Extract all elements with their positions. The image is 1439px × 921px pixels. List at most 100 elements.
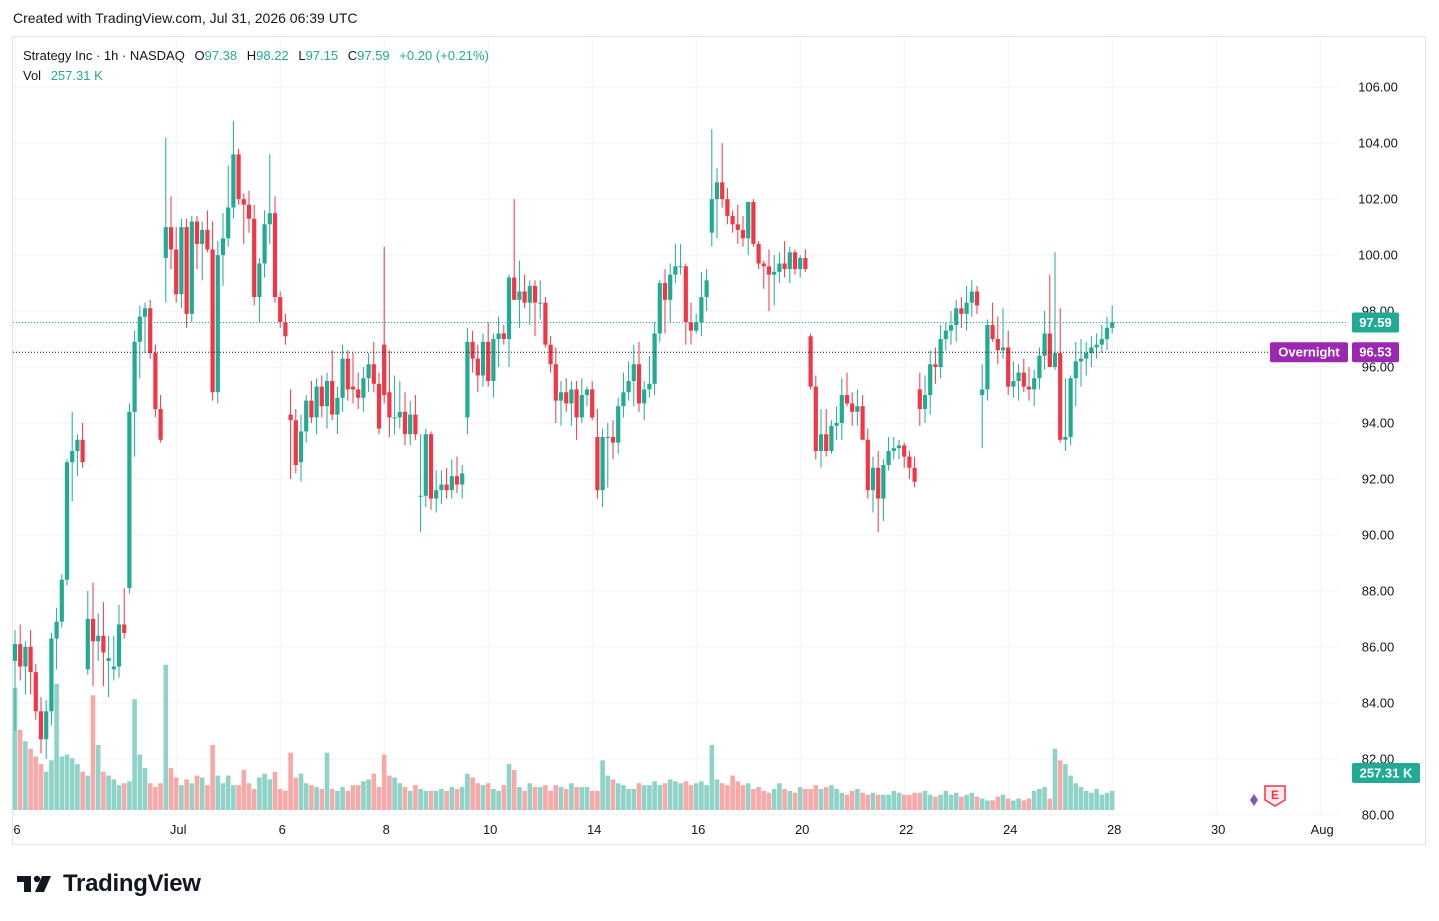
volume-bar [600, 760, 605, 810]
candle-body [761, 263, 766, 267]
tradingview-logo[interactable]: TradingView [15, 870, 201, 898]
volume-bar [1016, 798, 1021, 810]
candle [402, 392, 408, 446]
candle [49, 632, 54, 726]
x-tick-label: 8 [383, 822, 390, 837]
candle [397, 381, 402, 429]
candle-body [704, 280, 709, 298]
volume-bar [922, 790, 928, 810]
volume-bar [147, 783, 153, 810]
candle [730, 210, 735, 233]
candle-body [678, 266, 683, 268]
volume-bar [886, 794, 891, 810]
volume-bar [257, 777, 262, 810]
volume-bar [641, 785, 647, 810]
symbol-label[interactable]: Strategy Inc · 1h · NASDAQ [23, 48, 185, 63]
candle [90, 582, 96, 687]
volume-bar [423, 790, 429, 810]
candle [532, 280, 538, 337]
candle [642, 381, 647, 421]
volume-bar [626, 788, 631, 810]
candle [740, 215, 746, 247]
candle-body [1089, 347, 1094, 354]
candle [980, 364, 985, 449]
volume-bar [662, 783, 668, 810]
candle-body [1042, 333, 1047, 356]
tradingview-brand: TradingView [63, 870, 201, 897]
volume-bar [106, 775, 111, 810]
x-tick-label: 28 [1107, 822, 1121, 837]
candle-body [636, 364, 642, 404]
volume-bar [589, 790, 595, 810]
x-tick-label: Jul [170, 822, 187, 837]
candle [194, 215, 200, 270]
candle-body [413, 414, 418, 435]
volume-bar [636, 783, 642, 810]
candle [371, 341, 376, 393]
volume-bar [314, 787, 319, 810]
candle [85, 590, 90, 675]
candle [491, 333, 496, 398]
candle [761, 260, 766, 289]
candle [122, 588, 127, 639]
candle [631, 344, 636, 407]
candle-body [184, 227, 189, 314]
candle-body [361, 378, 366, 398]
candle [423, 428, 428, 507]
volume-bar [288, 752, 293, 810]
volume-bar [834, 788, 839, 810]
candle-body [366, 364, 371, 379]
volume-bar [293, 777, 299, 810]
low-label: L [298, 48, 306, 63]
candle [12, 630, 18, 731]
candle [309, 381, 314, 424]
candle [127, 403, 132, 594]
volume-bar [901, 794, 907, 810]
candle-body [714, 182, 720, 200]
candle [1037, 347, 1042, 390]
candle-body [480, 341, 486, 376]
candle [356, 372, 361, 410]
candle-body [465, 341, 470, 418]
volume-bar [439, 788, 444, 810]
candle-body [600, 437, 605, 491]
candle [803, 249, 808, 272]
candle [189, 215, 194, 323]
volume-bar [683, 781, 689, 810]
chart-legend: Strategy Inc · 1h · NASDAQ O97.38 H98.22… [23, 46, 489, 86]
candle [460, 464, 465, 499]
candle-body [756, 243, 761, 264]
candle [657, 280, 662, 342]
candle [943, 322, 948, 351]
candle-body [740, 229, 746, 239]
earnings-marker[interactable]: E [1250, 785, 1286, 807]
volume-bar [433, 790, 439, 810]
volume-bar [127, 781, 132, 810]
volume-bar [1042, 787, 1047, 810]
candle-body [501, 333, 506, 340]
close-value: 97.59 [357, 48, 390, 63]
volume-bar [116, 785, 122, 810]
volume-bar [595, 790, 600, 810]
volume-bar [782, 788, 787, 810]
candle-body [616, 406, 621, 443]
volume-value: 257.31 K [50, 68, 103, 83]
volume-bar [823, 787, 829, 810]
candle-body [33, 672, 38, 712]
volume-bar [496, 790, 501, 810]
candle [834, 406, 839, 440]
candle-body [657, 283, 662, 334]
candle [241, 193, 246, 244]
candle-body [969, 291, 974, 303]
candle [132, 330, 137, 457]
volume-bar [693, 783, 699, 810]
candle-body [189, 221, 194, 314]
volume-bar [974, 796, 980, 810]
volume-bar [163, 664, 169, 810]
candle [527, 280, 532, 326]
volume-bar [964, 794, 969, 810]
candle [408, 400, 413, 446]
candle [1006, 330, 1011, 396]
candle [704, 269, 709, 312]
